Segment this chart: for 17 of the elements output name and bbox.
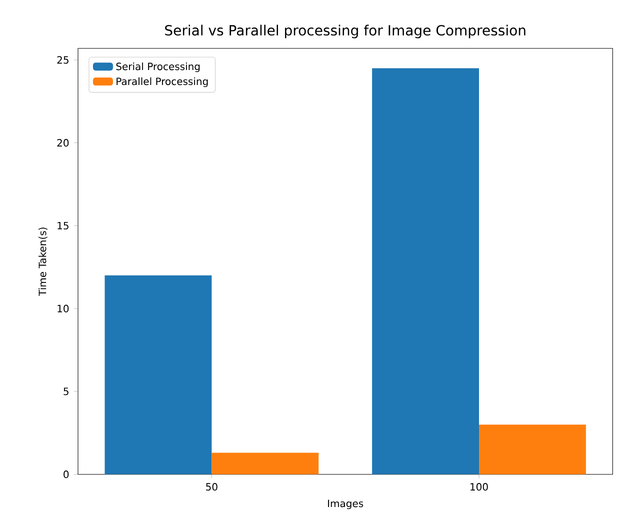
x-axis-title: Images <box>328 500 364 509</box>
x-tick-label: 100 <box>470 482 488 490</box>
y-tick-label: 20 <box>57 138 69 146</box>
y-tick-label: 10 <box>58 304 69 312</box>
y-axis-title: Time Taken(s) <box>38 227 48 296</box>
y-tick-label: 25 <box>57 56 68 64</box>
legend-label: Serial Processing <box>116 62 200 72</box>
x-tick-label: 50 <box>206 482 218 490</box>
bar <box>104 275 212 474</box>
legend-label: Parallel Processing <box>116 77 208 87</box>
chart-title: Serial vs Parallel processing for Image Compression <box>165 24 526 38</box>
bar <box>372 68 479 474</box>
y-tick-label: 0 <box>64 470 69 478</box>
bar <box>479 424 586 474</box>
bar <box>212 452 319 474</box>
y-tick-label: 5 <box>64 388 68 396</box>
y-tick-label: 15 <box>58 222 68 230</box>
